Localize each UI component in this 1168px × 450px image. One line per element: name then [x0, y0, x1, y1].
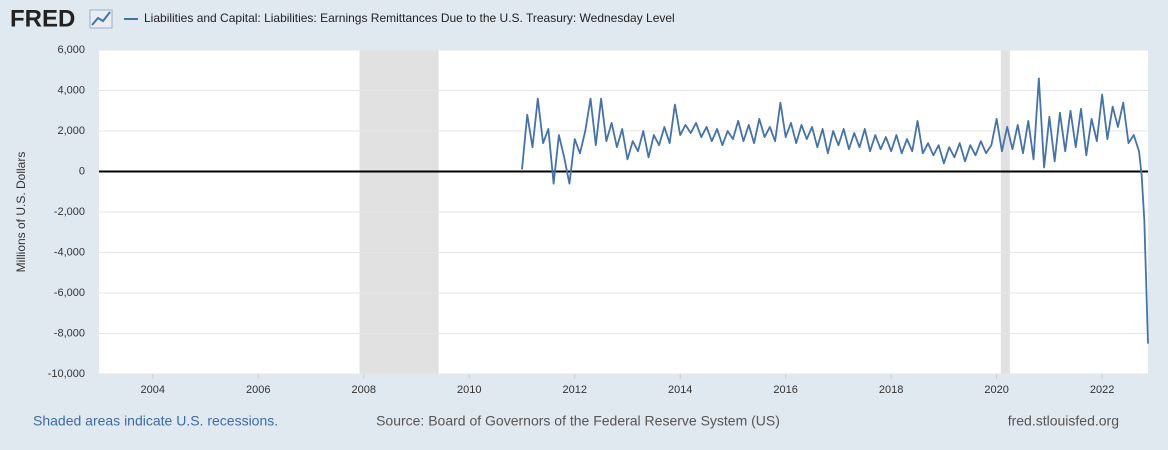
- x-tick-label: 2012: [562, 384, 586, 396]
- x-tick-label: 2008: [352, 384, 376, 396]
- y-tick-label: -2,000: [54, 206, 85, 218]
- x-tick-label: 2006: [246, 384, 270, 396]
- legend-label: Liabilities and Capital: Liabilities: Ea…: [144, 11, 675, 25]
- y-tick-label: 0: [79, 165, 85, 177]
- y-tick-label: 2,000: [57, 125, 85, 137]
- y-tick-label: 4,000: [57, 84, 85, 96]
- source: Source: Board of Governors of the Federa…: [376, 413, 780, 429]
- logo: FRED: [10, 5, 75, 32]
- x-tick-label: 2022: [1090, 384, 1114, 396]
- y-tick-label: -8,000: [54, 327, 85, 339]
- y-tick-label: -6,000: [54, 287, 85, 299]
- y-tick-label: 6,000: [57, 44, 85, 56]
- y-tick-label: -4,000: [54, 246, 85, 258]
- logo-icon: [89, 9, 113, 29]
- x-tick-label: 2010: [457, 384, 481, 396]
- data-line: [521, 77, 1149, 344]
- x-tick-label: 2004: [141, 384, 165, 396]
- y-tick-label: -10,000: [48, 368, 85, 380]
- x-tick-label: 2016: [773, 384, 797, 396]
- x-tick-label: 2018: [879, 384, 903, 396]
- x-tick-label: 2020: [984, 384, 1008, 396]
- y-axis-label: Millions of U.S. Dollars: [14, 152, 28, 273]
- x-tick-label: 2014: [668, 384, 692, 396]
- site: fred.stlouisfed.org: [1008, 413, 1119, 429]
- recession-note: Shaded areas indicate U.S. recessions.: [33, 413, 278, 429]
